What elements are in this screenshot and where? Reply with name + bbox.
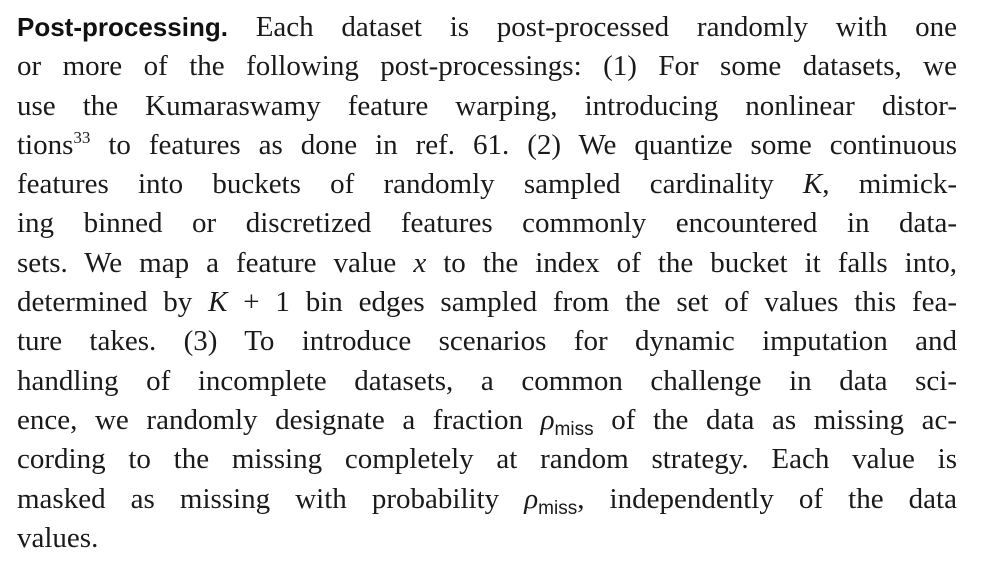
line-text: masked as missing with probability bbox=[17, 482, 525, 515]
text-line-5: features into buckets of randomly sample… bbox=[17, 165, 957, 204]
line-text: cording to the missing completely at ran… bbox=[17, 443, 957, 476]
line-text: ence, we randomly designate a fraction bbox=[17, 403, 541, 436]
line-text: ture takes. (3) To introduce scenarios f… bbox=[17, 325, 957, 358]
math-subscript: miss bbox=[554, 418, 594, 440]
line-text: values. bbox=[17, 521, 99, 554]
text-line-11: ence, we randomly designate a fraction ρ… bbox=[17, 401, 957, 440]
math-variable: ρ bbox=[524, 482, 539, 515]
text-line-8: determined by K + 1 bin edges sampled fr… bbox=[17, 283, 957, 322]
line-text: handling of incomplete datasets, a commo… bbox=[17, 364, 957, 397]
line-text: of the data as missing ac- bbox=[593, 403, 957, 436]
math-variable: K bbox=[208, 286, 228, 319]
text-line-7: sets. We map a feature value x to the in… bbox=[17, 244, 957, 283]
text-line-3: use the Kumaraswamy feature warping, int… bbox=[17, 87, 957, 126]
citation-superscript: 33 bbox=[73, 127, 91, 147]
text-line-4: tions33 to features as done in ref. 61. … bbox=[17, 126, 957, 165]
text-line-6: ing binned or discretized features commo… bbox=[17, 204, 957, 243]
math-variable: ρ bbox=[540, 403, 555, 436]
line-text: + 1 bin edges sampled from the set of va… bbox=[227, 286, 957, 319]
line-text: features into buckets of randomly sample… bbox=[17, 168, 803, 201]
post-processing-paragraph: Post-processing. Each dataset is post-pr… bbox=[17, 8, 957, 558]
math-variable: K bbox=[802, 168, 823, 201]
line-text: to features as done in ref. 61. (2) We q… bbox=[90, 128, 957, 161]
text-line-14: values. bbox=[17, 519, 957, 558]
text-line-1: Post-processing. Each dataset is post-pr… bbox=[17, 8, 957, 47]
line-text: , mimick- bbox=[822, 168, 957, 201]
line-text: use the Kumaraswamy feature warping, int… bbox=[17, 89, 957, 122]
math-variable: x bbox=[413, 246, 427, 279]
paragraph-heading: Post-processing. bbox=[17, 12, 228, 42]
line-text: to the index of the bucket it falls into… bbox=[426, 246, 957, 279]
line-text: Each dataset is post-processed randomly … bbox=[255, 11, 958, 43]
line-text: ing binned or discretized features commo… bbox=[17, 207, 957, 240]
text-line-10: handling of incomplete datasets, a commo… bbox=[17, 362, 957, 401]
line-text: tions bbox=[17, 128, 74, 161]
line-text: determined by bbox=[17, 286, 209, 319]
text-line-13: masked as missing with probability ρmiss… bbox=[17, 480, 957, 519]
text-line-2: or more of the following post-processing… bbox=[17, 47, 957, 86]
line-text: sets. We map a feature value bbox=[17, 246, 414, 279]
text-line-12: cording to the missing completely at ran… bbox=[17, 440, 957, 479]
line-text: or more of the following post-processing… bbox=[17, 50, 957, 83]
math-subscript: miss bbox=[538, 497, 578, 519]
text-line-9: ture takes. (3) To introduce scenarios f… bbox=[17, 322, 957, 361]
line-text: , independently of the data bbox=[577, 482, 957, 515]
